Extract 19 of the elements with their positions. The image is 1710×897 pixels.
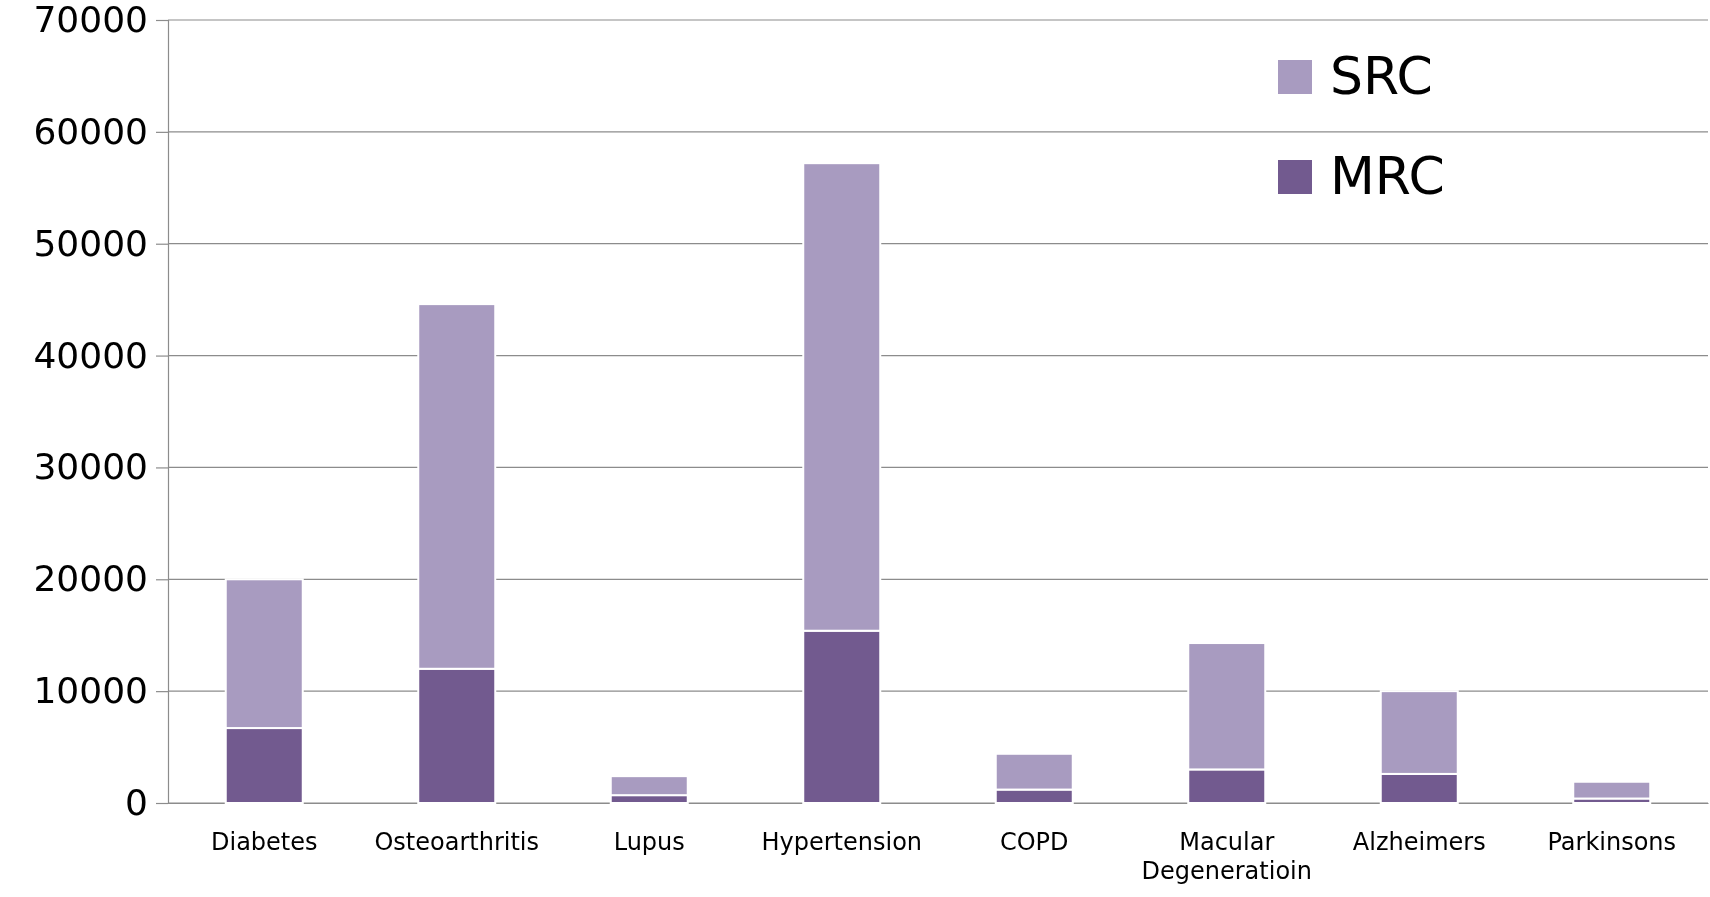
x-tick-label: COPD xyxy=(999,828,1069,857)
y-tick-label: 50000 xyxy=(33,222,148,264)
x-tick-label: Lupus xyxy=(613,828,685,857)
x-tick-label: Diabetes xyxy=(210,828,318,857)
y-tick-label: 30000 xyxy=(33,446,148,488)
bar xyxy=(1572,780,1652,800)
y-tick-label: 10000 xyxy=(33,670,148,712)
legend-label: MRC xyxy=(1330,146,1445,206)
x-tick-label: Hypertension xyxy=(761,828,923,857)
y-tick-label: 40000 xyxy=(33,334,148,376)
y-tick-label: 60000 xyxy=(33,110,148,152)
x-tick-label: Alzheimers xyxy=(1352,828,1486,857)
y-tick-label: 70000 xyxy=(33,0,148,41)
x-tick-label: Parkinsons xyxy=(1547,828,1677,857)
y-tick-label: 20000 xyxy=(33,558,148,600)
y-tick-label: 0 xyxy=(125,782,148,824)
legend-label: SRC xyxy=(1330,46,1433,106)
x-tick-label: Osteoarthritis xyxy=(374,828,540,857)
x-tick-label: Macular Degeneratioin xyxy=(1141,828,1312,885)
